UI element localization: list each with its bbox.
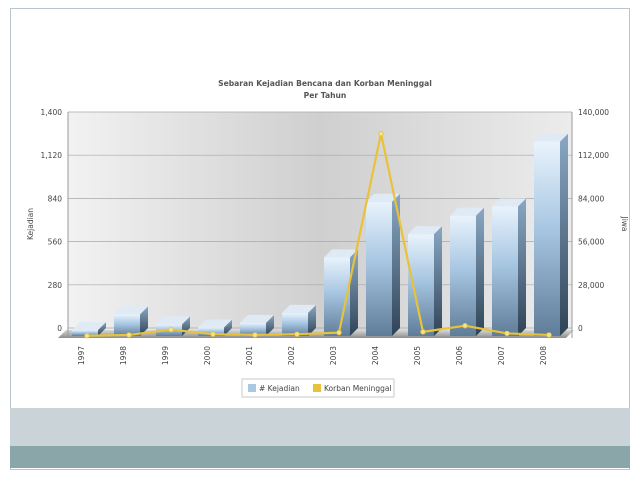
y2-tick-label: 112,000 [578, 151, 609, 160]
line-point-1998 [126, 332, 132, 338]
bar-top [324, 249, 358, 258]
bar-top [450, 207, 484, 216]
x-tick-label: 1998 [119, 346, 128, 365]
legend-label-korban-meninggal: Korban Meninggal [324, 384, 392, 393]
bar-top [72, 322, 106, 330]
bar-front [114, 314, 140, 336]
x-tick-label: 1997 [77, 346, 86, 365]
bar-2000 [198, 319, 232, 336]
bar-front [450, 215, 476, 336]
y-tick-label: 1,120 [41, 151, 63, 160]
x-tick-label: 1999 [161, 346, 170, 365]
footer-band-dark [10, 446, 630, 468]
line-point-2002 [294, 331, 300, 337]
bar-side [224, 319, 232, 336]
footer-band-light [10, 408, 630, 446]
chart-subtitle: Per Tahun [304, 91, 347, 100]
bar-top [114, 306, 148, 315]
line-point-2006 [462, 322, 468, 329]
line-point-2005 [420, 329, 426, 335]
legend-swatch-korban-meninggal [313, 384, 321, 392]
bar-front [198, 327, 224, 336]
bar-side [140, 306, 148, 336]
bar-front [534, 141, 560, 336]
bar-top [534, 133, 568, 142]
y-tick-label: 560 [48, 238, 63, 247]
bar-side [560, 133, 568, 336]
bar-top [282, 304, 316, 313]
bar-top [366, 193, 400, 202]
bar-front [492, 206, 518, 336]
x-tick-label: 2000 [203, 346, 212, 365]
bar-side [266, 314, 274, 336]
bar-2007 [492, 198, 526, 336]
y-tick-label: 280 [48, 281, 63, 290]
y-tick-label: 1,400 [41, 108, 63, 117]
bar-front [72, 330, 98, 336]
y2-tick-label: 28,000 [578, 281, 604, 290]
y2-tick-label: 140,000 [578, 108, 609, 117]
x-tick-label: 2001 [245, 346, 254, 365]
y2-tick-label: 84,000 [578, 194, 604, 203]
y-axis-label: Kejadian [26, 208, 35, 240]
x-tick-label: 2002 [287, 346, 296, 365]
bar-top [156, 316, 190, 325]
line-point-2004 [378, 130, 384, 137]
y2-axis-label: Jiwa [620, 215, 629, 231]
line-point-2001 [252, 332, 258, 338]
plot-background [68, 112, 572, 330]
bar-2006 [450, 207, 484, 336]
line-point-2007 [504, 330, 510, 337]
x-tick-label: 2004 [371, 346, 380, 365]
x-tick-label: 2005 [413, 346, 422, 365]
line-point-2000 [210, 331, 216, 337]
bar-front [366, 201, 392, 336]
legend-swatch-kejadian [248, 384, 256, 392]
x-tick-label: 2003 [329, 346, 338, 365]
bar-1998 [114, 306, 148, 336]
line-point-2008 [546, 332, 552, 338]
bar-1999 [156, 316, 190, 336]
y2-tick-label: 56,000 [578, 238, 604, 247]
x-tick-label: 2008 [539, 346, 548, 365]
series-line-korban-meninggal [86, 132, 550, 337]
bar-side [434, 226, 442, 336]
bar-side [392, 193, 400, 336]
y-tick-label: 0 [57, 324, 62, 333]
bar-side [476, 207, 484, 336]
line-point-1997 [84, 333, 90, 339]
bar-side [518, 198, 526, 336]
bar-top [240, 314, 274, 323]
bar-2008 [534, 133, 568, 336]
y2-tick-label: 0 [578, 324, 583, 333]
grid-lines [68, 111, 572, 329]
line-point-1999 [168, 326, 174, 333]
legend: # Kejadian Korban Meninggal [241, 378, 395, 398]
legend-label-kejadian: # Kejadian [259, 384, 300, 393]
bar-top [408, 226, 442, 235]
bar-2001 [240, 314, 274, 336]
bar-side [98, 322, 106, 336]
bar-front [240, 322, 266, 336]
x-tick-label: 2006 [455, 346, 464, 365]
bar-1997 [72, 322, 106, 336]
line-point-2003 [336, 329, 342, 336]
bar-top [198, 319, 232, 328]
y-tick-label: 840 [48, 194, 63, 203]
bar-2004 [366, 193, 400, 336]
bar-side [308, 304, 316, 336]
bar-2002 [282, 304, 316, 336]
bar-top [492, 198, 526, 207]
x-tick-label: 2007 [497, 346, 506, 365]
bar-front [282, 312, 308, 336]
chart-title: Sebaran Kejadian Bencana dan Korban Meni… [218, 79, 432, 88]
